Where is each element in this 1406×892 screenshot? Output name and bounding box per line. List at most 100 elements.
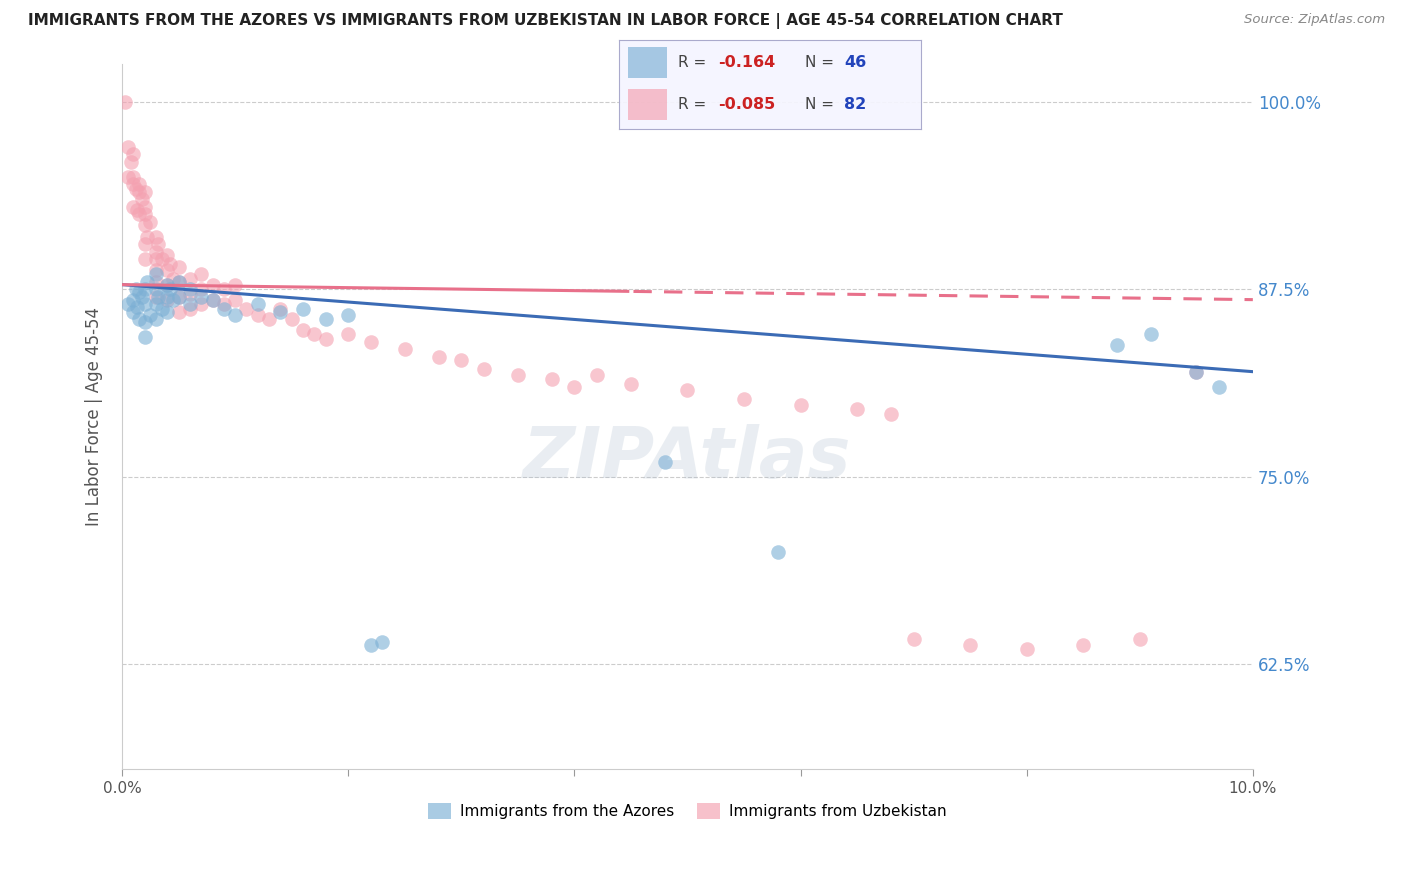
Point	[212, 282, 235, 296]
Point	[148, 290, 170, 304]
Point	[122, 293, 145, 307]
Text: Source: ZipAtlas.com: Source: ZipAtlas.com	[1244, 13, 1385, 27]
Point	[212, 297, 235, 311]
Point	[789, 398, 811, 412]
Point	[145, 229, 167, 244]
Text: 46: 46	[844, 55, 866, 70]
Point	[201, 293, 224, 307]
Point	[620, 376, 643, 391]
Point	[766, 545, 789, 559]
Point	[159, 282, 181, 296]
Point	[304, 327, 326, 342]
Point	[269, 304, 291, 318]
Text: -0.085: -0.085	[718, 97, 776, 112]
Point	[122, 169, 145, 184]
Text: N =: N =	[804, 55, 834, 70]
Point	[131, 290, 153, 304]
Point	[156, 277, 179, 292]
Text: -0.164: -0.164	[718, 55, 776, 70]
Point	[315, 332, 337, 346]
Point	[179, 271, 201, 285]
Point	[564, 379, 586, 393]
Point	[122, 200, 145, 214]
Point	[156, 277, 179, 292]
Point	[134, 237, 156, 252]
Point	[145, 297, 167, 311]
Bar	[627, 47, 666, 78]
Point	[117, 139, 139, 153]
Point	[167, 275, 190, 289]
Text: 82: 82	[844, 97, 866, 112]
Point	[280, 312, 302, 326]
Point	[212, 301, 235, 316]
Point	[337, 327, 360, 342]
Point	[145, 244, 167, 259]
Point	[134, 297, 156, 311]
Point	[134, 252, 156, 267]
Point	[156, 247, 179, 261]
Point	[179, 282, 201, 296]
Point	[156, 262, 179, 277]
Point	[128, 312, 150, 326]
Point	[125, 300, 148, 314]
Text: R =: R =	[678, 55, 706, 70]
Point	[1185, 365, 1208, 379]
Text: IMMIGRANTS FROM THE AZORES VS IMMIGRANTS FROM UZBEKISTAN IN LABOR FORCE | AGE 45: IMMIGRANTS FROM THE AZORES VS IMMIGRANTS…	[28, 13, 1063, 29]
Point	[450, 352, 472, 367]
Point	[506, 368, 529, 382]
Point	[156, 304, 179, 318]
Point	[179, 286, 201, 301]
Point	[291, 301, 314, 316]
Point	[959, 638, 981, 652]
Point	[472, 361, 495, 376]
Point	[167, 260, 190, 274]
Point	[190, 297, 212, 311]
Point	[134, 185, 156, 199]
Point	[122, 304, 145, 318]
Point	[224, 293, 246, 307]
Point	[122, 177, 145, 191]
Point	[159, 257, 181, 271]
Point	[880, 407, 903, 421]
Point	[124, 181, 146, 195]
Point	[586, 368, 609, 382]
Point	[1140, 327, 1163, 342]
Point	[1185, 365, 1208, 379]
Point	[360, 334, 382, 349]
Text: R =: R =	[678, 97, 706, 112]
Point	[427, 350, 450, 364]
Point	[145, 290, 167, 304]
Point	[1107, 337, 1129, 351]
Point	[1015, 642, 1038, 657]
Point	[167, 290, 190, 304]
Point	[1071, 638, 1094, 652]
Point	[733, 392, 755, 406]
Point	[179, 297, 201, 311]
Point	[257, 312, 280, 326]
Point	[122, 147, 145, 161]
Point	[139, 214, 162, 228]
Point	[134, 200, 156, 214]
Point	[128, 185, 150, 199]
Point	[315, 312, 337, 326]
Point	[134, 207, 156, 221]
Point	[201, 277, 224, 292]
Point	[201, 293, 224, 307]
Point	[145, 262, 167, 277]
Point	[654, 455, 676, 469]
Point	[145, 267, 167, 281]
Point	[371, 634, 394, 648]
Point	[145, 252, 167, 267]
Point	[136, 229, 159, 244]
Point	[167, 304, 190, 318]
Point	[1129, 632, 1152, 646]
Point	[128, 207, 150, 221]
Point	[162, 271, 184, 285]
Point	[224, 277, 246, 292]
Point	[156, 293, 179, 307]
Point	[676, 383, 699, 397]
Point	[903, 632, 925, 646]
Point	[125, 202, 148, 217]
Point	[145, 312, 167, 326]
Point	[167, 275, 190, 289]
